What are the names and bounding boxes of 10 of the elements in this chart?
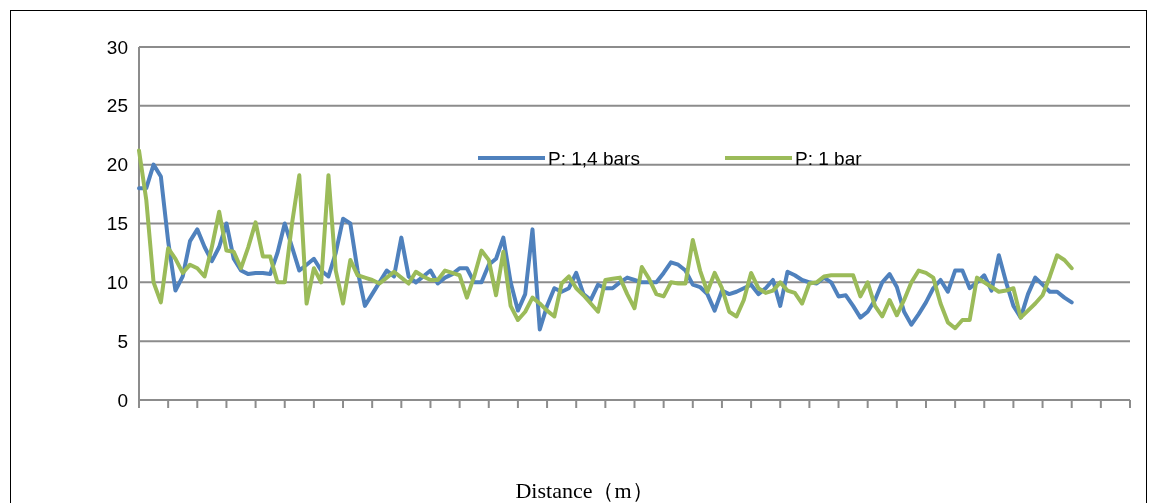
y-tick-label: 30 — [106, 36, 128, 58]
legend-label: P: 1 bar — [795, 147, 863, 169]
y-tick-label: 25 — [106, 95, 128, 117]
y-tick-label: 10 — [106, 271, 128, 293]
y-tick-label: 20 — [106, 154, 128, 176]
y-tick-label: 5 — [117, 330, 128, 352]
legend-label: P: 1,4 bars — [548, 147, 640, 169]
y-tick-label: 15 — [106, 213, 128, 235]
x-axis-title: Distance（m） — [515, 478, 654, 503]
y-tick-label: 0 — [117, 389, 128, 411]
